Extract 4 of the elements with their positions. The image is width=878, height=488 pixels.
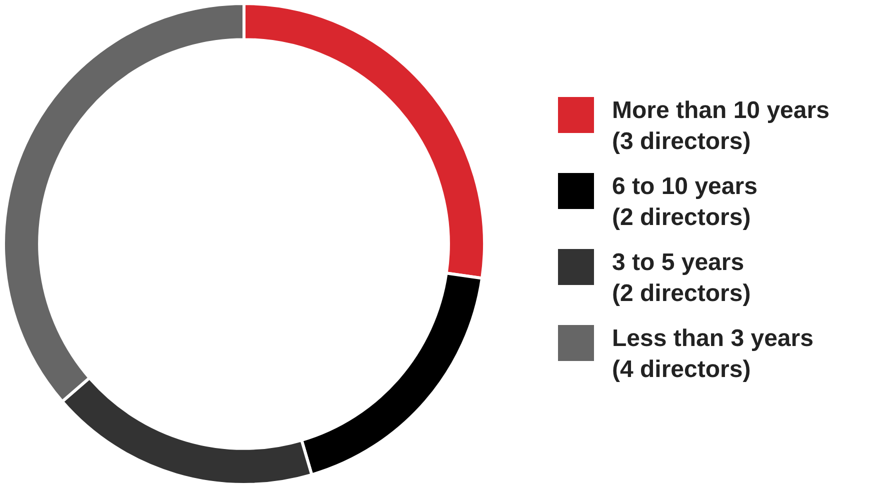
legend-label: More than 10 years (3 directors) [612,96,830,157]
legend-label: 3 to 5 years (2 directors) [612,248,751,309]
legend-label: 6 to 10 years (2 directors) [612,172,758,233]
legend-label: Less than 3 years (4 directors) [612,324,814,385]
